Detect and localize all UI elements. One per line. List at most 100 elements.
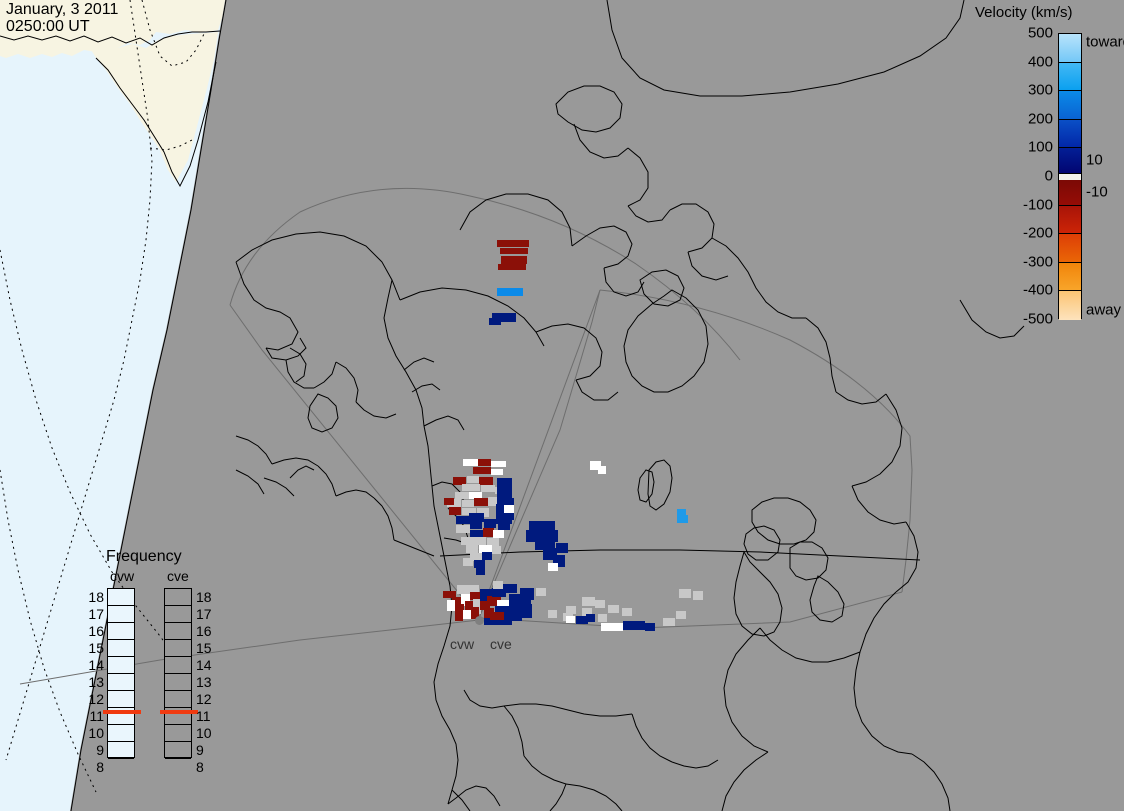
radar-echo-cell (462, 484, 480, 491)
velocity-colorbar-band (1059, 205, 1081, 235)
frequency-scale-label: 17 (196, 605, 212, 622)
velocity-label-positive-threshold: 10 (1086, 151, 1103, 169)
radar-echo-cell (487, 538, 499, 546)
radar-echo-cell (491, 461, 506, 467)
radar-echo-cell (566, 606, 576, 614)
frequency-bar-segment (108, 708, 134, 725)
radar-echo-cell (663, 618, 675, 626)
frequency-scale-label: 18 (196, 588, 212, 605)
velocity-colorbar-band (1059, 119, 1081, 149)
radar-echo-cell (474, 498, 488, 506)
radar-echo-cell (490, 612, 512, 620)
radar-echo-cell (465, 601, 473, 615)
velocity-label-negative-threshold: -10 (1086, 183, 1108, 201)
radar-echo-cell (489, 318, 501, 325)
radar-echo-cell (453, 477, 466, 485)
radar-echo-cell (497, 240, 529, 247)
frequency-bar-segment (165, 674, 191, 691)
velocity-label-toward: toward (1086, 33, 1124, 51)
frequency-scale-label: 11 (196, 707, 211, 724)
frequency-bar-segment (165, 742, 191, 759)
frequency-scale-label: 16 (88, 622, 104, 639)
frequency-scale-label: 16 (196, 622, 212, 639)
frequency-bar-segment (108, 657, 134, 674)
radar-label-cvw: cvw (450, 636, 475, 652)
radar-echo-cell (466, 545, 478, 553)
daylit-land-body (90, 32, 218, 182)
terminator-line (70, 0, 227, 811)
radar-echo-cell (484, 519, 496, 528)
frequency-scale-label: 8 (96, 758, 104, 775)
radar-label-cve: cve (490, 636, 512, 652)
radar-echo-cell (501, 256, 527, 264)
fov-cve-far-arc-top (599, 289, 913, 471)
radar-echo-cell (498, 264, 526, 270)
radar-echo-cell (463, 459, 478, 466)
daylit-coastline (0, 30, 221, 188)
radar-echo-cell (576, 616, 588, 624)
velocity-tick-label: -400 (1022, 281, 1053, 299)
radar-echo-cell (623, 621, 645, 630)
velocity-tick-label: 200 (1027, 110, 1053, 128)
daylit-region (0, 0, 260, 811)
radar-echo-cell (488, 497, 498, 506)
frequency-bar-segment (165, 691, 191, 708)
radar-echo-cell (535, 538, 555, 550)
radar-echo-cell (476, 567, 485, 575)
radar-echo-cell (478, 459, 491, 466)
frequency-bar-segment (108, 725, 134, 742)
frequency-bar-segment (108, 674, 134, 691)
radar-echo-cell (470, 530, 483, 538)
radar-echo-cell (462, 508, 476, 515)
frequency-scale-cvw: 18 17 16 15 14 13 12 11 10 9 8 (82, 588, 104, 775)
radar-echo-cell (484, 608, 494, 618)
radar-echo-cell (471, 607, 479, 619)
frequency-bar-segment (165, 657, 191, 674)
velocity-colorbar-band (1059, 174, 1081, 180)
radar-echo-cell (455, 604, 464, 616)
velocity-tick-label: -200 (1022, 224, 1053, 242)
radar-echo-cell (447, 499, 461, 507)
frequency-scale-label: 10 (88, 724, 104, 741)
velocity-end-labels: toward 10 -10 away (1086, 25, 1124, 327)
radar-echo-cell (492, 588, 506, 597)
frequency-scale-label: 15 (88, 639, 104, 656)
frequency-bar-cve (160, 588, 198, 759)
frequency-scale-label: 13 (196, 673, 212, 690)
frequency-scale-label: 18 (88, 588, 104, 605)
frequency-bar-segment (165, 640, 191, 657)
radar-echo-cell (452, 597, 461, 606)
frequency-scale-label: 13 (88, 673, 104, 690)
radar-echo-cell (548, 610, 557, 618)
velocity-colorbar-band (1059, 179, 1081, 206)
radar-echo-cell (455, 492, 469, 499)
radar-echo-cell (582, 597, 595, 606)
radar-echo-cell (497, 288, 523, 296)
radar-echo-cell (461, 594, 470, 606)
velocity-tick-label: 400 (1027, 53, 1053, 71)
radar-echo-cell (456, 516, 470, 524)
frequency-bar-segment (108, 742, 134, 759)
radar-echo-cell (520, 588, 534, 600)
daylit-water (0, 0, 225, 811)
radar-echo-cell (645, 623, 655, 631)
radar-echo-cell (595, 600, 605, 608)
frequency-scale-label: 15 (196, 639, 212, 656)
radar-station-marker (475, 616, 484, 625)
frequency-column-header-cvw: cvw (110, 568, 135, 584)
radar-echo-cell (443, 591, 456, 598)
radar-echo-cell (680, 515, 688, 523)
radar-echo-cell (679, 589, 691, 598)
radar-echo-cell (473, 467, 491, 474)
radar-echo-cell (461, 537, 474, 545)
velocity-tick-labels: 500 400 300 200 100 0 -100 -200 -300 -400 -500 (975, 24, 1053, 328)
radar-echo-cell (556, 543, 568, 553)
velocity-tick-label: -100 (1022, 196, 1053, 214)
frequency-marker (160, 710, 198, 715)
radar-echo-cell (456, 525, 470, 533)
radar-echo-cell (493, 530, 504, 538)
velocity-tick-label: 500 (1027, 24, 1053, 42)
radar-echo-cell (498, 520, 510, 530)
